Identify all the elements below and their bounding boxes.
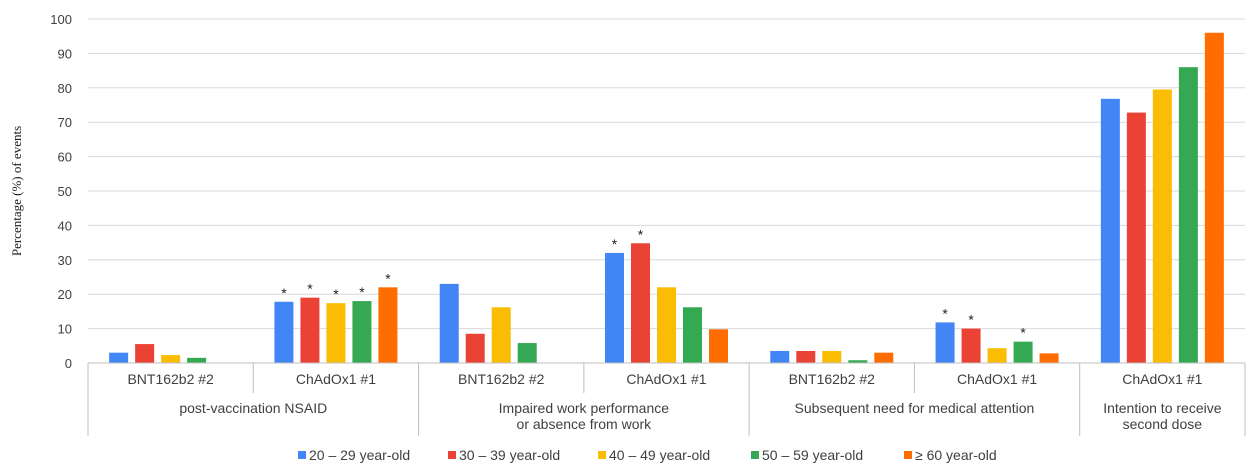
category-label: ChAdOx1 #1 (296, 371, 376, 387)
significance-star: * (333, 286, 339, 302)
bar (109, 352, 129, 363)
bar (465, 333, 485, 363)
bar (709, 329, 728, 363)
group-label: post-vaccination NSAID (179, 400, 327, 416)
bar (326, 303, 346, 363)
gridlines (88, 18, 1245, 330)
bar (378, 287, 398, 363)
bar (135, 344, 155, 363)
bar (439, 283, 459, 363)
bar (1126, 112, 1146, 364)
y-tick-label: 90 (58, 46, 72, 61)
legend-label: ≥ 60 year-old (915, 447, 997, 463)
bar (987, 348, 1007, 363)
x-axis (87, 362, 1246, 436)
bar (770, 350, 790, 363)
group-label: Intention to receive (1103, 400, 1222, 416)
y-tick-label: 60 (58, 150, 72, 165)
bar (274, 301, 294, 363)
bar (796, 350, 816, 363)
significance-star: * (307, 281, 313, 297)
significance-star: * (281, 285, 287, 301)
bar (517, 343, 537, 363)
legend: 20 – 29 year-old 30 – 39 year-old 40 – 49 … (298, 447, 997, 463)
category-label: BNT162b2 #2 (789, 371, 876, 387)
legend-label: 50 – 59 year-old (762, 447, 863, 463)
category-label: ChAdOx1 #1 (626, 371, 706, 387)
y-axis-label: Percentage (%) of events (9, 126, 24, 256)
legend-label: 40 – 49 year-old (609, 447, 710, 463)
significance-star: * (612, 236, 618, 252)
significance-star: * (968, 312, 974, 328)
bar (1013, 341, 1033, 363)
legend-item: ≥ 60 year-old (904, 447, 997, 463)
y-axis-title: Percentage (%) of events (9, 126, 24, 256)
significance-star: * (359, 284, 365, 300)
group-label: or absence from work (517, 416, 653, 432)
bar (300, 297, 320, 363)
bar (491, 307, 511, 363)
group-label: Subsequent need for medical attention (795, 400, 1035, 416)
legend-label: 20 – 29 year-old (309, 447, 410, 463)
y-tick-label: 80 (58, 81, 72, 96)
bar (935, 322, 955, 363)
significance-star: * (1020, 325, 1026, 341)
legend-label: 30 – 39 year-old (459, 447, 560, 463)
legend-swatch (298, 451, 306, 459)
y-tick-label: 20 (58, 287, 72, 302)
bar (161, 355, 181, 363)
y-tick-label: 50 (58, 184, 72, 199)
bar (822, 350, 842, 363)
bar (187, 357, 207, 363)
bar (1152, 89, 1172, 364)
group-label: second dose (1123, 416, 1203, 432)
legend-swatch (904, 451, 912, 459)
y-tick-label: 30 (58, 253, 72, 268)
category-label: BNT162b2 #2 (458, 371, 545, 387)
y-tick-label: 0 (65, 356, 72, 371)
legend-swatch (448, 451, 456, 459)
bar (352, 301, 372, 363)
legend-item: 50 – 59 year-old (751, 447, 863, 463)
x-axis-labels: BNT162b2 #2 ChAdOx1 #1 BNT162b2 #2 ChAdOx1 … (127, 371, 1221, 432)
legend-swatch (751, 451, 759, 459)
bar (1204, 32, 1224, 363)
category-label: ChAdOx1 #1 (957, 371, 1037, 387)
bar (874, 352, 894, 363)
y-tick-label: 40 (58, 218, 72, 233)
bar (683, 307, 702, 363)
y-tick-label: 70 (58, 115, 72, 130)
legend-item: 30 – 39 year-old (448, 447, 560, 463)
category-label: BNT162b2 #2 (127, 371, 214, 387)
significance-markers: * * * * * * * * * * (281, 226, 1026, 340)
significance-star: * (942, 305, 948, 321)
bar (1100, 98, 1120, 364)
y-axis-ticks: 0 10 20 30 40 50 60 70 80 90 100 (50, 12, 72, 371)
bar (1039, 353, 1059, 363)
bar (848, 360, 868, 363)
bars (109, 32, 1224, 364)
y-tick-label: 100 (50, 12, 72, 27)
legend-item: 20 – 29 year-old (298, 447, 410, 463)
legend-item: 40 – 49 year-old (598, 447, 710, 463)
legend-swatch (598, 451, 606, 459)
category-label: ChAdOx1 #1 (1122, 371, 1202, 387)
y-tick-label: 10 (58, 322, 72, 337)
bar (961, 328, 981, 363)
group-label: Impaired work performance (499, 400, 670, 416)
significance-star: * (638, 226, 644, 242)
bar (657, 287, 676, 363)
bar (605, 252, 624, 363)
bar (631, 243, 650, 363)
significance-star: * (385, 270, 391, 286)
bar (1178, 67, 1198, 363)
